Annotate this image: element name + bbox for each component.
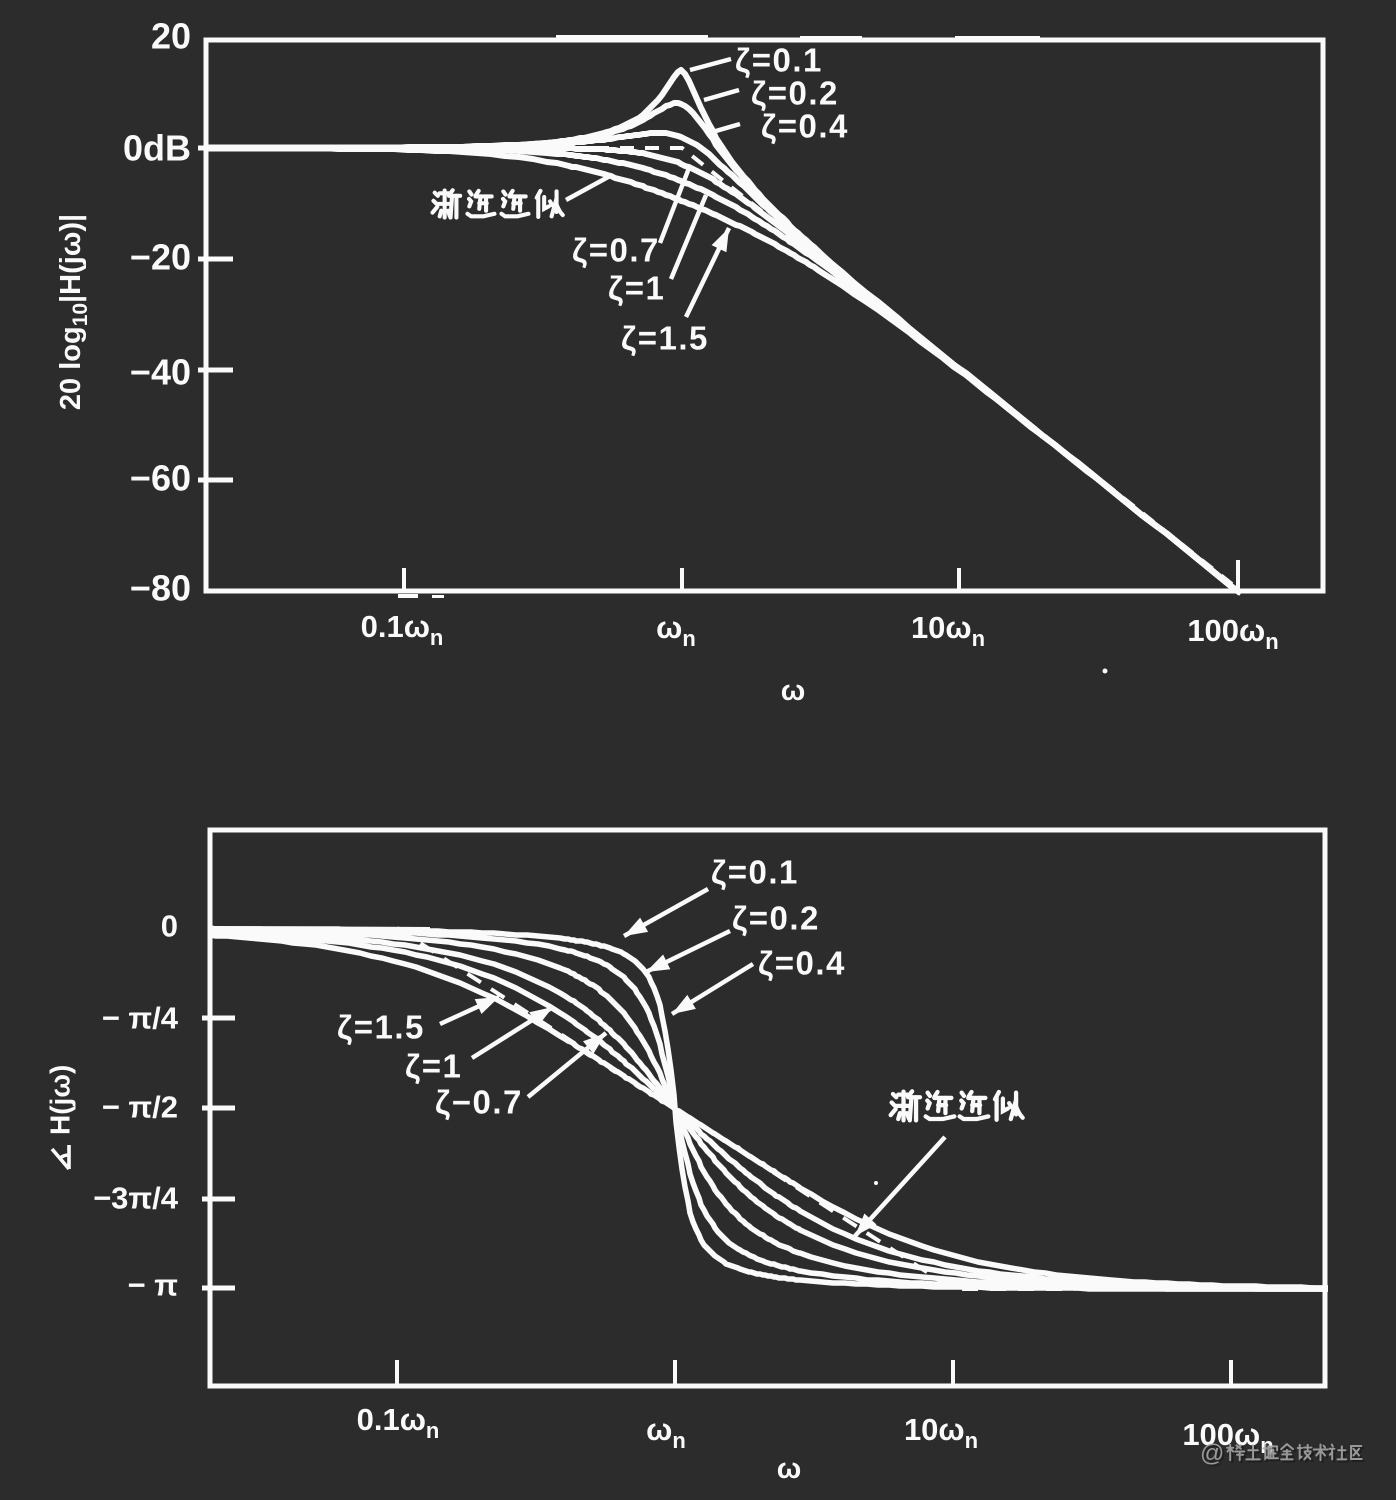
svg-text:− π: − π	[128, 1268, 178, 1303]
svg-text:ω: ω	[777, 1453, 802, 1485]
svg-text:−3π/4: −3π/4	[93, 1181, 179, 1216]
svg-text:ζ=1: ζ=1	[405, 1048, 462, 1085]
svg-text:ζ=0.4: ζ=0.4	[761, 108, 849, 145]
svg-text:ωn: ωn	[656, 610, 696, 651]
svg-text:@: @	[1200, 1440, 1224, 1467]
svg-text:−40: −40	[130, 352, 191, 393]
svg-text:ζ=0.1: ζ=0.1	[711, 854, 799, 891]
svg-text:−20: −20	[130, 237, 191, 278]
svg-text:ζ=1: ζ=1	[608, 270, 665, 307]
svg-text:@: @	[1202, 1442, 1226, 1469]
svg-text:ζ=0.7: ζ=0.7	[572, 232, 660, 269]
svg-text:100ωn: 100ωn	[1187, 613, 1278, 654]
svg-text:ζ−0.7: ζ−0.7	[435, 1084, 523, 1121]
svg-text:0.1ωn: 0.1ωn	[361, 609, 444, 650]
svg-text:0dB: 0dB	[123, 128, 191, 169]
svg-text:− π/2: − π/2	[102, 1090, 178, 1125]
svg-text:20: 20	[151, 16, 191, 57]
svg-text:ζ=1.5: ζ=1.5	[621, 320, 709, 357]
svg-text:H(jω): H(jω)	[45, 1065, 76, 1135]
svg-text:0.1ωn: 0.1ωn	[357, 1402, 440, 1443]
svg-text:ζ=0.4: ζ=0.4	[758, 945, 846, 982]
svg-text:ζ=1.5: ζ=1.5	[337, 1009, 425, 1046]
svg-text:−80: −80	[130, 568, 191, 609]
svg-text:ζ=0.2: ζ=0.2	[732, 900, 820, 937]
svg-text:ζ=0.1: ζ=0.1	[735, 42, 823, 79]
svg-text:− π/4: − π/4	[102, 1001, 179, 1036]
svg-text:−60: −60	[130, 458, 191, 499]
svg-text:ζ=0.2: ζ=0.2	[751, 75, 839, 112]
svg-text:ω: ω	[781, 675, 806, 707]
svg-text:0: 0	[161, 909, 178, 944]
